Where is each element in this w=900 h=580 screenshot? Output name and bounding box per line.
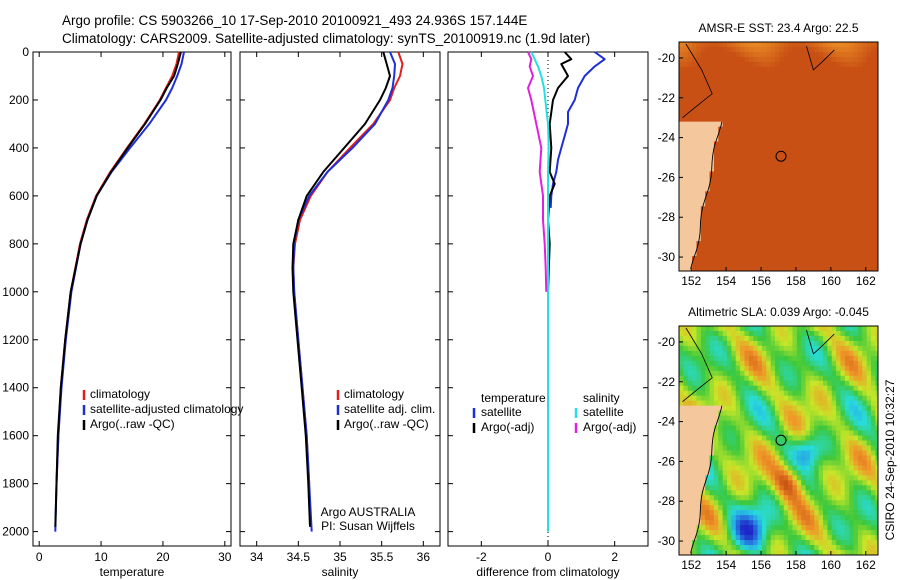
temperature-panel: 0 10 20 30 temperature 0 200 400 600 800 1000 1200 1… [2, 45, 243, 579]
salinity-xtick-label: 35 [333, 550, 347, 564]
salinity-frame [239, 51, 441, 547]
difference-series-salinity-satellite [530, 51, 550, 532]
legend-temp-label: Argo(-adj) [481, 420, 534, 434]
sst_map-coastline [690, 121, 723, 270]
temperature-series-satellite-adjusted-climatology [54, 51, 185, 532]
depth-tick-label: 200 [9, 93, 29, 107]
depth-tick-label: 1200 [2, 333, 29, 347]
difference-xlabel: difference from climatology [476, 565, 619, 579]
temperature-xtick-label: 10 [94, 550, 108, 564]
temperature-legend-label: satellite-adjusted climatology [90, 402, 243, 416]
sst_map-heatmap [679, 42, 878, 271]
temperature-frame [32, 51, 232, 547]
salinity-panel: 34 34.5 35 35.5 36 salinity climatologysatelli… [239, 51, 441, 579]
salinity-legend-label: climatology [344, 387, 404, 401]
salinity-legend-label: satellite adj. clim. [344, 402, 435, 416]
sla_map-xtick-label: 152 [681, 558, 701, 572]
sla_map-xtick-label: 162 [856, 558, 876, 572]
sst_map-xtick-label: 162 [856, 274, 876, 288]
salinity-xlabel: salinity [322, 565, 359, 579]
sst_map-title: AMSR-E SST: 23.4 Argo: 22.5 [698, 21, 858, 35]
sst_map-ytick-label: -20 [658, 51, 676, 65]
sst_map-reef-outline [682, 43, 713, 118]
legend-sal-label: satellite [583, 405, 624, 419]
sst_map-xtick-label: 156 [751, 274, 771, 288]
depth-tick-label: 1000 [2, 285, 29, 299]
difference-xtick-label: 0 [545, 550, 552, 564]
sst_map-reef-outline-east [806, 45, 835, 71]
sla_map-panel: Altimetric SLA: 0.039 Argo: -0.045 152 154… [658, 305, 879, 572]
depth-tick-label: 1600 [2, 429, 29, 443]
sst_map-ytick-label: -26 [658, 170, 676, 184]
sla_map-ytick-label: -30 [658, 534, 676, 548]
temperature-xtick-label: 20 [156, 550, 170, 564]
legend-sal-label: Argo(-adj) [583, 420, 636, 434]
sla_map-title: Altimetric SLA: 0.039 Argo: -0.045 [688, 305, 869, 319]
sla_map-xtick-label: 156 [751, 558, 771, 572]
sla_map-ytick-label: -24 [658, 415, 676, 429]
salinity-xtick-label: 34.5 [287, 550, 311, 564]
sst_map-frame [678, 41, 879, 272]
figure-title-line1: Argo profile: CS 5903266_10 17-Sep-2010 … [62, 13, 528, 28]
sst_map-xtick-label: 158 [786, 274, 806, 288]
legend-salinity-heading: salinity [583, 391, 620, 405]
depth-tick-label: 2000 [2, 525, 29, 539]
sst_map-panel: AMSR-E SST: 23.4 Argo: 22.5 152 154 156 158 1… [658, 21, 879, 288]
salinity-xtick-label: 36 [417, 550, 431, 564]
sla_map-frame [678, 325, 879, 556]
sst_map-ytick-label: -28 [658, 210, 676, 224]
sst_map-ytick-label: -30 [658, 250, 676, 264]
temperature-xtick-label: 30 [218, 550, 232, 564]
temperature-legend-label: climatology [90, 387, 150, 401]
argo-annotation: Argo AUSTRALIA [321, 505, 416, 519]
salinity-series-argo-raw-qc- [291, 51, 391, 527]
sla_map-xtick-label: 160 [821, 558, 841, 572]
legend-temperature-heading: temperature [481, 391, 546, 405]
sla_map-ytick-label: -22 [658, 375, 676, 389]
sla_map-reef-outline-east [806, 329, 835, 355]
salinity-legend-label: Argo(..raw -QC) [344, 417, 429, 431]
figure-title-line2: Climatology: CARS2009. Satellite-adjuste… [62, 31, 591, 46]
legend-temp-label: satellite [481, 405, 522, 419]
temperature-xtick-label: 0 [36, 550, 43, 564]
sst_map-ytick-label: -22 [658, 91, 676, 105]
temperature-xlabel: temperature [100, 565, 165, 579]
sla_map-heatmap [679, 326, 878, 555]
difference-series-salinity-argo-adj- [527, 51, 548, 292]
timestamp-stamp: CSIRO 24-Sep-2010 10:32:27 [883, 379, 897, 540]
depth-tick-label: 1800 [2, 477, 29, 491]
sla_map-ytick-label: -20 [658, 335, 676, 349]
sla_map-ytick-label: -26 [658, 454, 676, 468]
difference-series-temperature-satellite [549, 51, 606, 208]
sst_map-xtick-label: 160 [821, 274, 841, 288]
sla_map-xtick-label: 158 [786, 558, 806, 572]
sst_map-ytick-label: -24 [658, 131, 676, 145]
sst_map-xtick-label: 152 [681, 274, 701, 288]
difference-xtick-label: 2 [611, 550, 618, 564]
sla_map-xtick-label: 154 [716, 558, 736, 572]
sst_map-profile-marker [775, 150, 787, 162]
depth-tick-label: 800 [9, 237, 29, 251]
salinity-xtick-label: 35.5 [370, 550, 394, 564]
temperature-legend-label: Argo(..raw -QC) [90, 417, 175, 431]
sla_map-profile-marker [775, 434, 787, 446]
salinity-series-satellite-adj-clim- [292, 51, 396, 532]
depth-tick-label: 1400 [2, 381, 29, 395]
depth-tick-label: 600 [9, 189, 29, 203]
salinity-xtick-label: 34 [250, 550, 264, 564]
argo-annotation: PI: Susan Wijffels [321, 519, 415, 533]
sla_map-ytick-label: -28 [658, 494, 676, 508]
temperature-series-argo-raw-qc- [54, 51, 182, 527]
depth-tick-label: 400 [9, 141, 29, 155]
sla_map-coastline [690, 405, 723, 554]
sst_map-xtick-label: 154 [716, 274, 736, 288]
difference-xtick-label: -2 [476, 550, 487, 564]
sla_map-reef-outline [682, 327, 713, 402]
depth-tick-label: 0 [22, 45, 29, 59]
